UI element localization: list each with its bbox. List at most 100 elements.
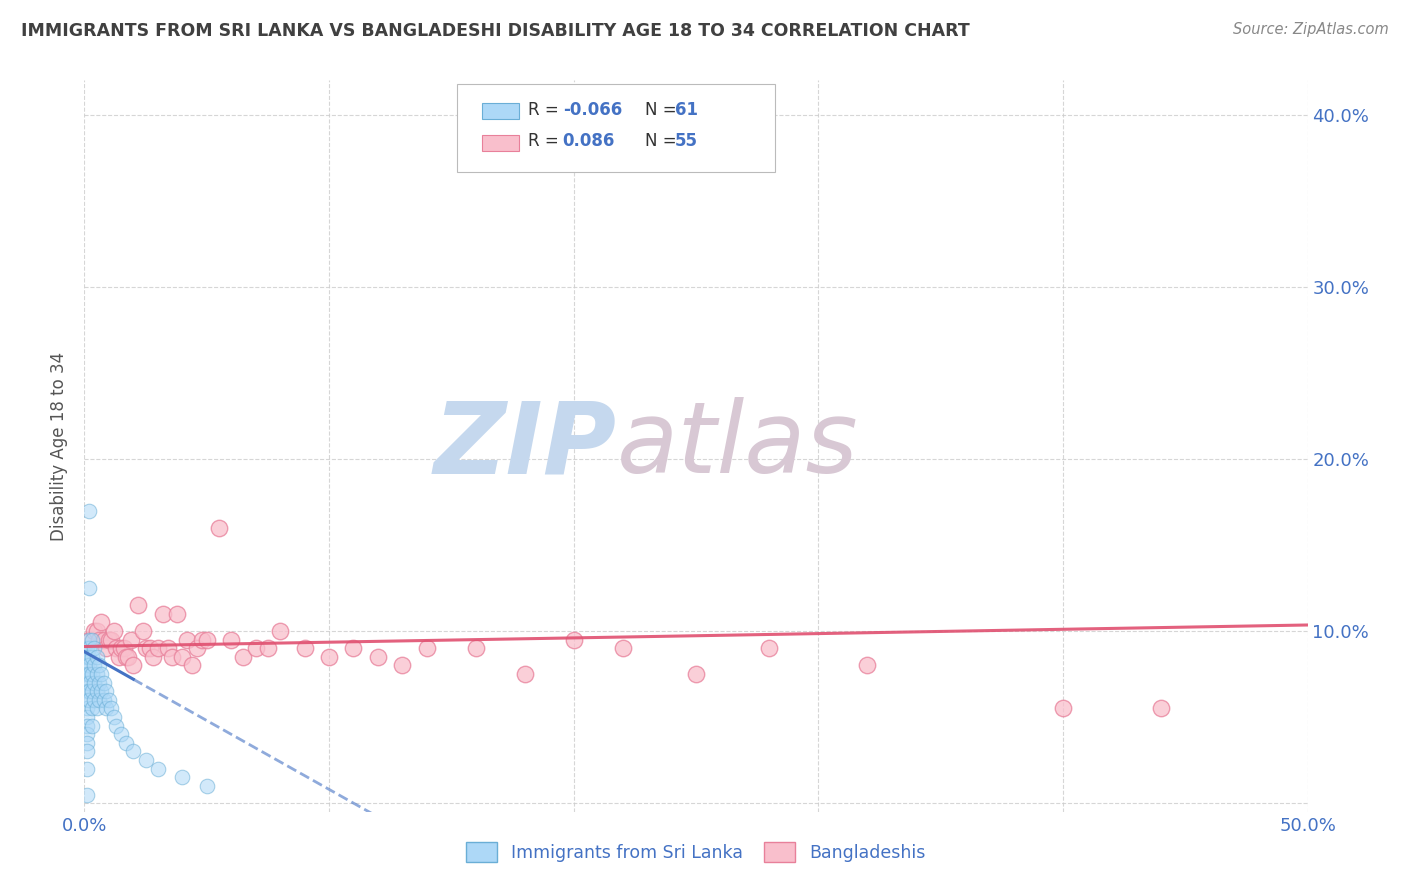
Point xyxy=(76,658,98,673)
Y-axis label: Disability Age 18 to 34: Disability Age 18 to 34 xyxy=(51,351,69,541)
Point xyxy=(86,684,108,698)
Point xyxy=(93,693,115,707)
Point xyxy=(76,684,98,698)
Point xyxy=(83,624,105,638)
Point xyxy=(219,632,242,647)
Point xyxy=(77,632,100,647)
Point xyxy=(146,762,169,776)
Text: 55: 55 xyxy=(675,132,699,150)
Point xyxy=(103,624,125,638)
Point xyxy=(76,727,98,741)
Point xyxy=(87,632,110,647)
Point xyxy=(96,684,118,698)
Point xyxy=(76,762,98,776)
Point xyxy=(76,641,98,656)
Point xyxy=(77,684,100,698)
Point xyxy=(105,641,128,656)
Point xyxy=(146,641,169,656)
Text: R =: R = xyxy=(529,132,564,150)
Point xyxy=(97,632,120,647)
Point xyxy=(120,632,142,647)
Point xyxy=(294,641,316,656)
Point xyxy=(191,632,214,647)
Point xyxy=(122,658,145,673)
Text: R =: R = xyxy=(529,101,564,119)
Point xyxy=(612,641,634,656)
Point xyxy=(80,649,103,664)
Point xyxy=(80,667,103,681)
Point xyxy=(367,649,389,664)
Point xyxy=(100,632,122,647)
Point xyxy=(77,641,100,656)
Text: 0.086: 0.086 xyxy=(562,132,614,150)
Point xyxy=(96,641,118,656)
Point xyxy=(100,701,122,715)
Point xyxy=(685,667,707,681)
Point xyxy=(76,693,98,707)
Text: N =: N = xyxy=(644,101,682,119)
Point xyxy=(76,744,98,758)
Point xyxy=(856,658,879,673)
Point xyxy=(758,641,780,656)
Point xyxy=(76,649,98,664)
Point xyxy=(93,632,115,647)
Text: 61: 61 xyxy=(675,101,699,119)
Point xyxy=(269,624,291,638)
Point xyxy=(135,753,157,767)
Point xyxy=(115,736,138,750)
Text: IMMIGRANTS FROM SRI LANKA VS BANGLADESHI DISABILITY AGE 18 TO 34 CORRELATION CHA: IMMIGRANTS FROM SRI LANKA VS BANGLADESHI… xyxy=(21,22,970,40)
Point xyxy=(83,675,105,690)
Point xyxy=(142,649,165,664)
Point xyxy=(86,667,108,681)
Text: -0.066: -0.066 xyxy=(562,101,621,119)
Point xyxy=(77,649,100,664)
Point xyxy=(107,649,129,664)
Point xyxy=(76,736,98,750)
Point xyxy=(77,693,100,707)
Point xyxy=(90,684,112,698)
Point xyxy=(76,719,98,733)
Point xyxy=(86,624,108,638)
Point xyxy=(87,693,110,707)
Point xyxy=(105,719,128,733)
Point xyxy=(181,658,204,673)
Point xyxy=(257,641,280,656)
Text: atlas: atlas xyxy=(616,398,858,494)
Text: N =: N = xyxy=(644,132,682,150)
Point xyxy=(139,641,162,656)
Point xyxy=(342,641,364,656)
Point xyxy=(83,693,105,707)
Point xyxy=(80,632,103,647)
Point xyxy=(391,658,413,673)
Point xyxy=(152,607,174,621)
Point xyxy=(90,667,112,681)
Point xyxy=(186,641,208,656)
Point xyxy=(1052,701,1074,715)
Point xyxy=(156,641,179,656)
FancyBboxPatch shape xyxy=(482,103,519,119)
Point xyxy=(76,667,98,681)
FancyBboxPatch shape xyxy=(482,135,519,152)
Point xyxy=(87,675,110,690)
Point xyxy=(464,641,486,656)
Point xyxy=(195,779,218,793)
Point xyxy=(86,649,108,664)
Legend: Immigrants from Sri Lanka, Bangladeshis: Immigrants from Sri Lanka, Bangladeshis xyxy=(460,835,932,869)
Point xyxy=(110,727,132,741)
Point xyxy=(86,701,108,715)
Point xyxy=(513,667,536,681)
Text: Source: ZipAtlas.com: Source: ZipAtlas.com xyxy=(1233,22,1389,37)
Point xyxy=(172,770,194,784)
Point xyxy=(83,641,105,656)
Point xyxy=(83,658,105,673)
Point xyxy=(97,693,120,707)
Point xyxy=(110,641,132,656)
Point xyxy=(77,581,100,595)
Point xyxy=(77,632,100,647)
Point xyxy=(76,649,98,664)
Point xyxy=(87,658,110,673)
Point xyxy=(1150,701,1173,715)
Text: ZIP: ZIP xyxy=(433,398,616,494)
Point xyxy=(77,675,100,690)
Point xyxy=(176,632,198,647)
